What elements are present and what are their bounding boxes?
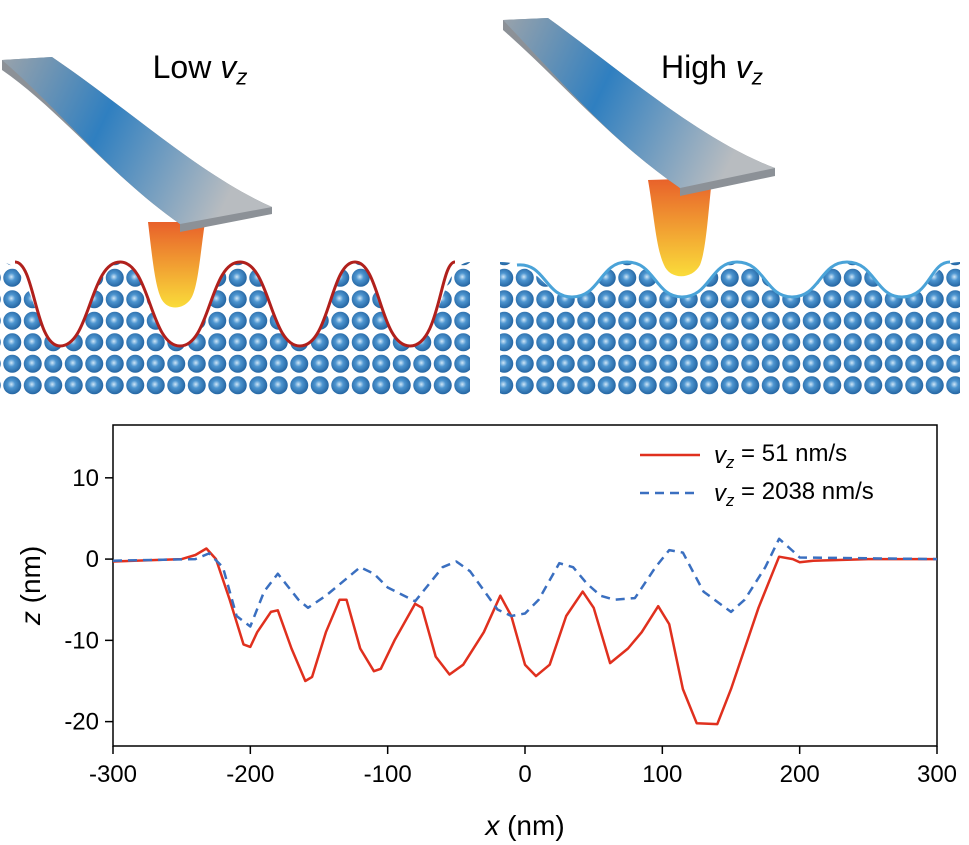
y-axis-label: z (nm) (15, 546, 46, 626)
x-tick-label: 300 (917, 761, 957, 788)
wave (14, 260, 456, 348)
y-tick-label: -20 (64, 709, 99, 736)
panel-title: High vz (661, 49, 763, 90)
cantilever (503, 18, 775, 188)
series-line (112, 547, 937, 726)
x-tick-label: 200 (780, 761, 820, 788)
atoms (0, 262, 470, 395)
y-tick-label: 0 (86, 546, 99, 573)
y-tick-label: -10 (64, 627, 99, 654)
x-tick-label: -300 (89, 761, 137, 788)
x-tick-label: 100 (642, 761, 682, 788)
series-line (112, 537, 938, 628)
illustration-low: Low vz (0, 49, 470, 395)
y-tick-label: 10 (72, 465, 99, 492)
legend-label: vz = 2038 nm/s (714, 478, 874, 510)
atoms (500, 262, 960, 395)
x-axis-label: x (nm) (483, 810, 564, 841)
tip (148, 222, 205, 308)
cantilever (2, 57, 272, 224)
wave (516, 260, 951, 299)
legend-label: vz = 51 nm/s (714, 440, 847, 472)
illustration-high: High vz (500, 18, 960, 395)
x-tick-label: 0 (518, 761, 531, 788)
plot-frame (112, 424, 938, 747)
tip (648, 178, 712, 277)
x-tick-label: -100 (364, 761, 412, 788)
panel-title: Low vz (153, 49, 248, 90)
x-tick-label: -200 (226, 761, 274, 788)
